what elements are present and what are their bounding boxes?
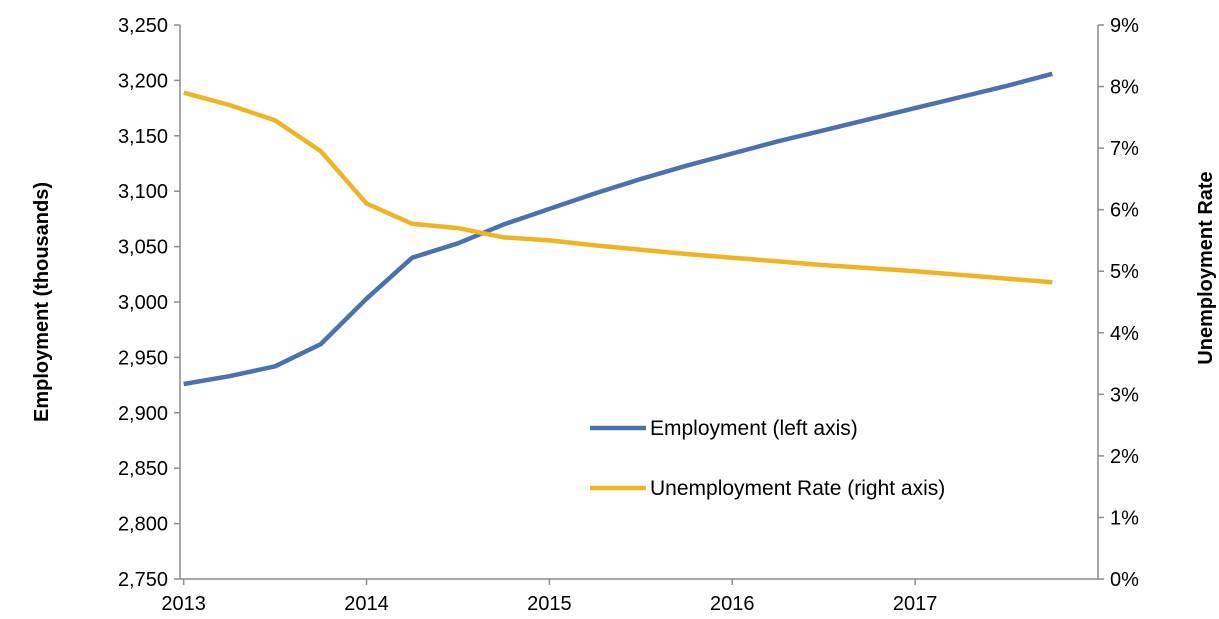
left-y-ticks: 2,750 2,800 2,850 2,900 2,950 3,000 3,050 3,100… <box>118 15 180 591</box>
legend-label-unemployment: Unemployment Rate (right axis) <box>650 477 945 500</box>
left-tick-label: 2,800 <box>118 514 168 536</box>
right-tick-label: 8% <box>1110 77 1139 99</box>
x-tick-label: 2013 <box>161 593 206 615</box>
x-tick-label: 2016 <box>710 593 755 615</box>
right-tick-label: 0% <box>1110 569 1139 591</box>
right-tick-label: 1% <box>1110 507 1139 529</box>
left-tick-label: 2,950 <box>118 347 168 369</box>
left-tick-label: 3,050 <box>118 237 168 259</box>
left-tick-label: 3,000 <box>118 292 168 314</box>
axes <box>179 25 1099 580</box>
employment-series-line <box>183 71 1053 387</box>
left-tick-label: 2,750 <box>118 569 168 591</box>
left-tick-label: 3,250 <box>118 15 168 37</box>
x-tick-label: 2017 <box>893 593 938 615</box>
unemployment-rate-series-line <box>183 90 1053 285</box>
right-tick-label: 9% <box>1110 15 1139 37</box>
right-tick-label: 6% <box>1110 200 1139 222</box>
legend-label-employment: Employment (left axis) <box>650 417 858 440</box>
x-ticks: 2013 2014 2015 2016 2017 <box>161 579 937 615</box>
left-tick-label: 2,900 <box>118 403 168 425</box>
x-tick-label: 2014 <box>344 593 389 615</box>
right-axis-title: Unemployment Rate <box>1195 171 1217 364</box>
right-tick-label: 4% <box>1110 323 1139 345</box>
left-tick-label: 3,200 <box>118 70 168 92</box>
left-tick-label: 3,150 <box>118 126 168 148</box>
x-tick-label: 2015 <box>527 593 572 615</box>
series-group <box>183 71 1053 387</box>
left-axis-title: Employment (thousands) <box>31 182 53 422</box>
right-y-ticks: 0% 1% 2% 3% 4% 5% 6% 7% 8% 9% <box>1098 15 1139 591</box>
right-tick-label: 3% <box>1110 384 1139 406</box>
right-tick-label: 5% <box>1110 261 1139 283</box>
left-tick-label: 2,850 <box>118 458 168 480</box>
legend: Employment (left axis) Unemployment Rate… <box>590 417 945 500</box>
right-tick-label: 2% <box>1110 446 1139 468</box>
left-tick-label: 3,100 <box>118 181 168 203</box>
right-tick-label: 7% <box>1110 138 1139 160</box>
